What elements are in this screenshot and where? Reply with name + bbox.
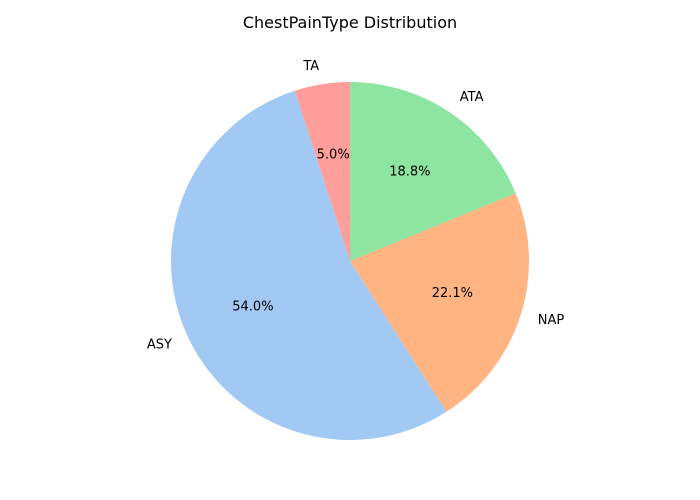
pie-slice-nap (350, 193, 529, 412)
slice-percent-nap: 22.1% (432, 286, 473, 301)
pie-slice-asy (170, 90, 447, 441)
pie-slices (170, 82, 529, 441)
chart-title: ChestPainType Distribution (243, 13, 457, 32)
slice-percent-asy: 54.0% (232, 299, 273, 314)
slice-percent-ta: 5.0% (317, 147, 350, 162)
pie-slice-ata (350, 82, 516, 261)
slice-label-ata: ATA (460, 90, 484, 105)
slice-label-ta: TA (302, 59, 319, 74)
pie-slice-ta (294, 82, 350, 261)
slice-label-asy: ASY (147, 338, 172, 353)
slice-label-nap: NAP (538, 313, 565, 328)
pie-labels: TA 5.0% ASY 54.0% NAP 22.1% ATA 18.8% (147, 59, 564, 353)
slice-percent-ata: 18.8% (389, 164, 430, 179)
